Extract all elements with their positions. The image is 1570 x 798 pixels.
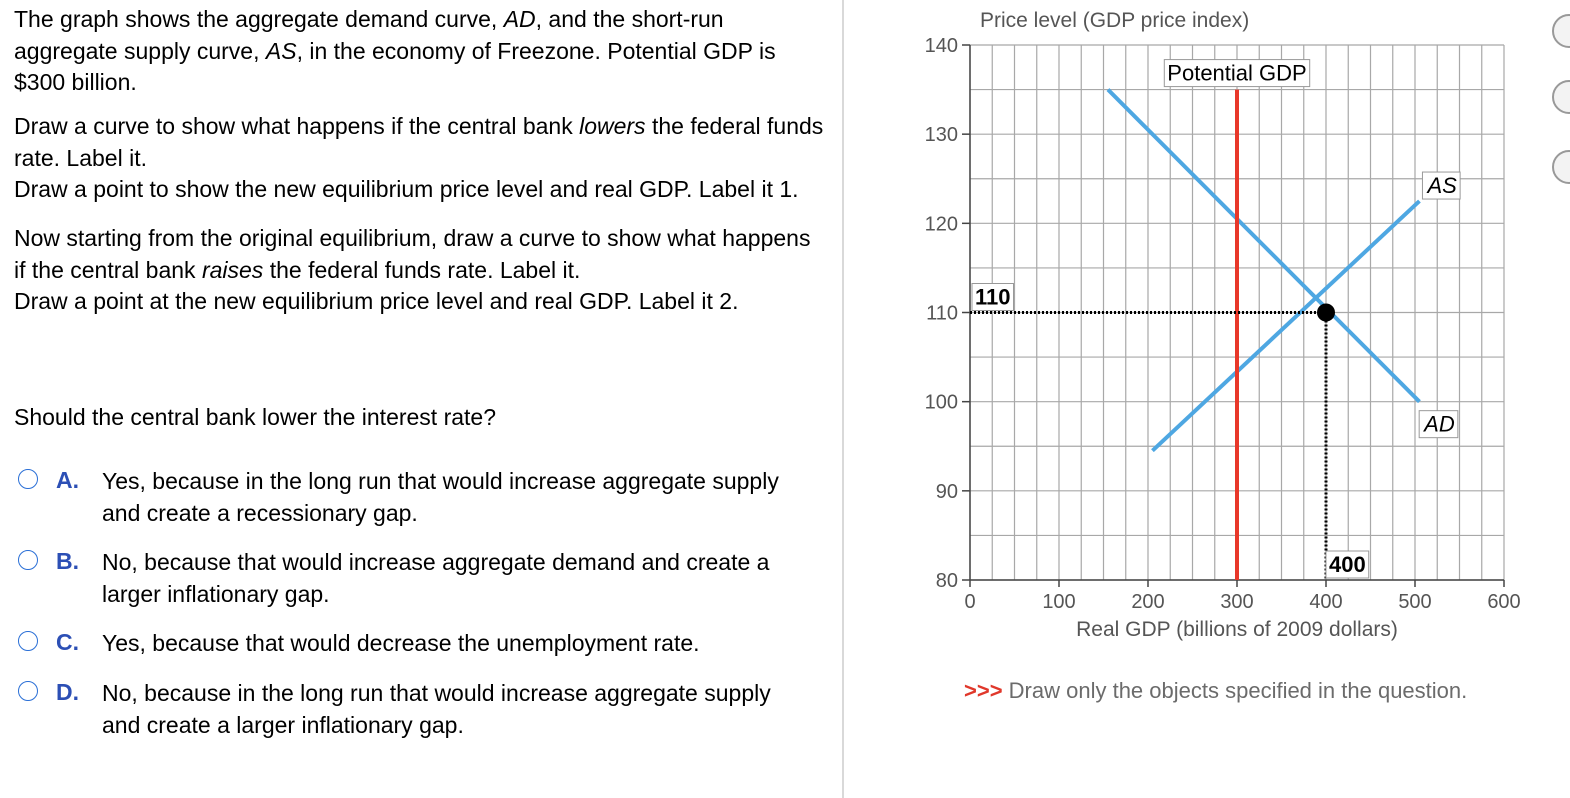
equilibrium-price-label-box xyxy=(971,283,1014,311)
y-tick-label: 130 xyxy=(925,124,958,146)
option-c[interactable]: C. Yes, because that would decrease the … xyxy=(18,627,818,691)
ad-curve-label-box xyxy=(1418,410,1459,439)
x-tick-label: 500 xyxy=(1398,591,1431,613)
option-b[interactable]: B. No, because that would increase aggre… xyxy=(18,546,818,610)
option-a[interactable]: A. Yes, because in the long run that wou… xyxy=(18,465,818,529)
equilibrium-price-label: 110 xyxy=(975,285,1011,310)
instruction-note: >>> Draw only the objects specified in t… xyxy=(964,678,1468,703)
equilibrium-gdp-label-box xyxy=(1325,550,1370,579)
x-tick-label: 400 xyxy=(1309,591,1342,613)
ad-curve-label: AD xyxy=(1422,412,1455,437)
option-b-text: No, because that would increase aggregat… xyxy=(102,549,770,607)
question-prompt: Should the central bank lower the intere… xyxy=(14,404,497,430)
x-tick-label: 200 xyxy=(1131,591,1164,613)
panel-divider xyxy=(842,0,844,798)
x-axis-title: Real GDP (billions of 2009 dollars) xyxy=(1076,618,1398,641)
note-arrows-icon: >>> xyxy=(964,678,1003,703)
x-tick-label: 600 xyxy=(1487,591,1520,613)
radio-b-icon[interactable] xyxy=(18,550,38,570)
radio-a-icon[interactable] xyxy=(18,469,38,489)
y-tick-label: 100 xyxy=(925,392,958,414)
option-a-text: Yes, because in the long run that would … xyxy=(102,468,779,526)
graph-area[interactable]: 80 90 100 110 120 130 140 0 100 200 300 400 500 600 P… xyxy=(844,0,1570,660)
option-d-text: No, because in the long run that would i… xyxy=(102,680,771,738)
potential-gdp-label: Potential GDP xyxy=(1167,61,1306,86)
series-ad[interactable] xyxy=(1106,88,1421,404)
y-tick-label: 140 xyxy=(925,35,958,57)
task-raise-rate: Now starting from the original equilibri… xyxy=(14,225,811,314)
radio-d-icon[interactable] xyxy=(18,681,38,701)
y-tick-label: 80 xyxy=(936,570,958,592)
x-tick-label: 0 xyxy=(964,591,975,613)
y-tick-label: 90 xyxy=(936,481,958,503)
option-c-letter: C. xyxy=(56,629,79,655)
as-curve-label: AS xyxy=(1425,173,1457,198)
y-tick-label: 110 xyxy=(926,303,958,325)
labels: Price level (GDP price index) Real GDP (b… xyxy=(971,9,1461,641)
question-intro: The graph shows the aggregate demand cur… xyxy=(14,6,776,95)
potential-gdp-label-box xyxy=(1163,59,1311,88)
y-tick-label: 120 xyxy=(925,213,958,235)
question-panel: The graph shows the aggregate demand cur… xyxy=(14,6,824,741)
x-tick-label: 100 xyxy=(1042,591,1075,613)
y-axis-title: Price level (GDP price index) xyxy=(980,9,1249,32)
option-d-letter: D. xyxy=(56,679,79,705)
option-c-text: Yes, because that would decrease the une… xyxy=(102,630,700,656)
option-a-letter: A. xyxy=(56,467,79,493)
series-as[interactable] xyxy=(1151,199,1421,453)
as-curve-label-box xyxy=(1421,171,1461,200)
ad-as-chart[interactable]: 80 90 100 110 120 130 140 0 100 200 300 400 500 600 P… xyxy=(844,0,1570,660)
task-lower-rate: Draw a curve to show what happens if the… xyxy=(14,113,824,202)
series[interactable] xyxy=(970,88,1421,580)
radio-c-icon[interactable] xyxy=(18,631,38,651)
equilibrium-gdp-label: 400 xyxy=(1329,552,1366,577)
option-b-letter: B. xyxy=(56,548,79,574)
equilibrium-point[interactable] xyxy=(1317,303,1335,322)
x-tick-label: 300 xyxy=(1220,591,1253,613)
option-d[interactable]: D. No, because in the long run that woul… xyxy=(18,677,818,741)
